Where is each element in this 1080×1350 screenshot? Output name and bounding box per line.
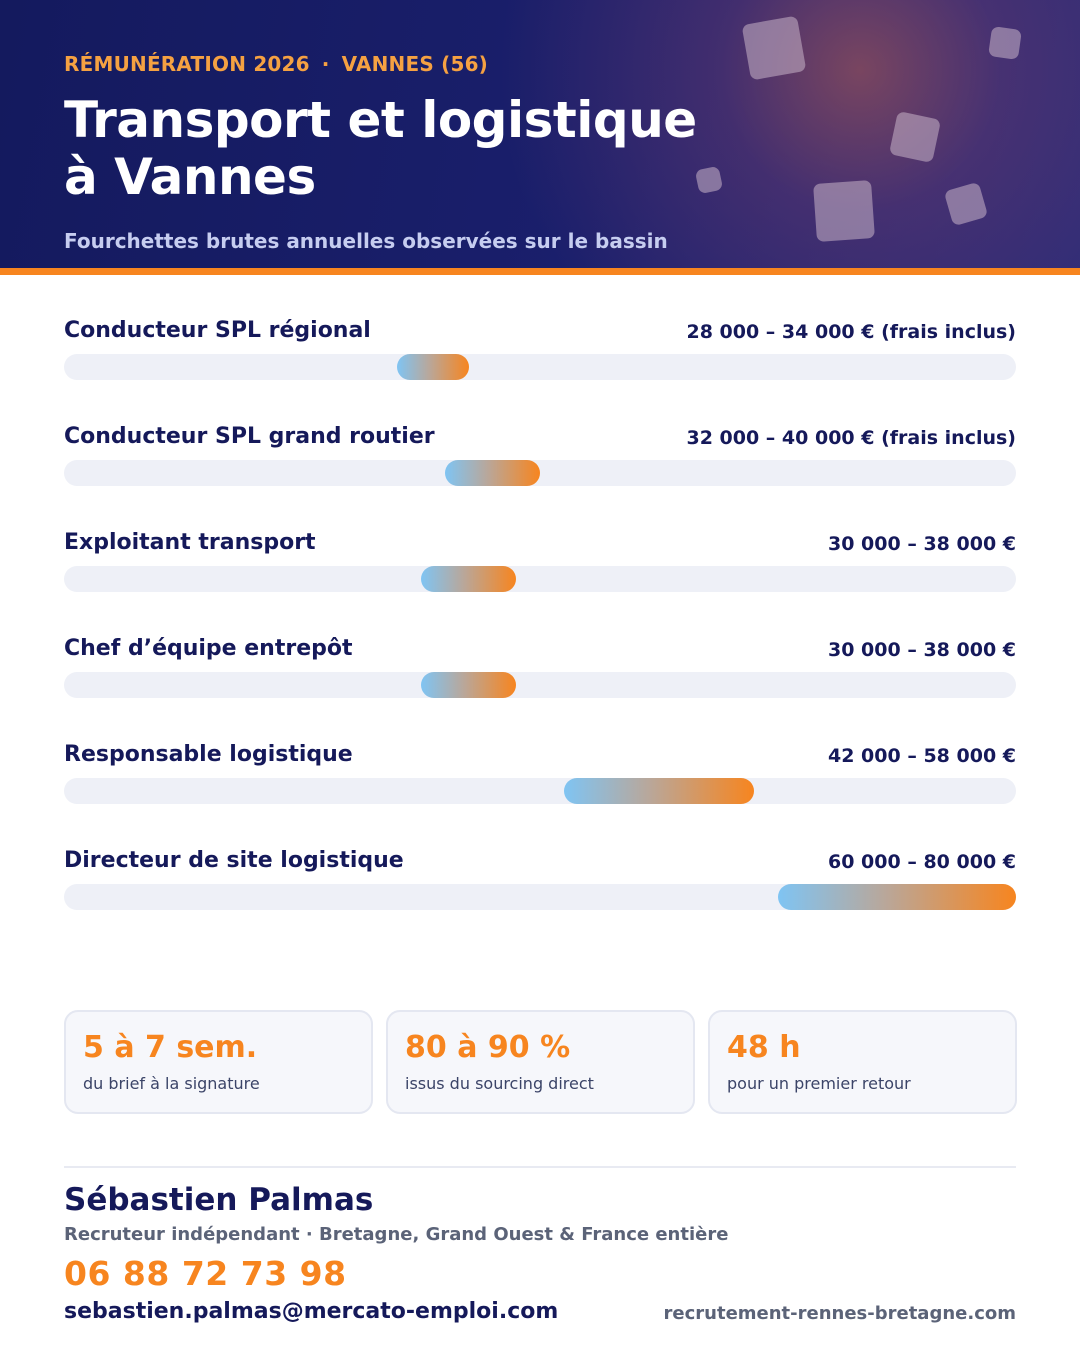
salary-row: Exploitant transport 30 000 – 38 000 € [64, 526, 1016, 632]
stat-card: 80 à 90 % issus du sourcing direct [386, 1010, 695, 1114]
salary-range-track [64, 460, 1016, 486]
salary-range-bar [421, 672, 517, 698]
salary-row-range: 42 000 – 58 000 € [828, 745, 1016, 767]
contact-role: Recruteur indépendant · Bretagne, Grand … [64, 1224, 729, 1245]
stat-card: 5 à 7 sem. du brief à la signature [64, 1010, 373, 1114]
stat-card: 48 h pour un premier retour [708, 1010, 1017, 1114]
salary-row-range: 28 000 – 34 000 € (frais inclus) [686, 321, 1016, 343]
salary-row: Chef d’équipe entrepôt 30 000 – 38 000 € [64, 632, 1016, 738]
salary-range-bar [397, 354, 469, 380]
stat-caption: du brief à la signature [83, 1074, 260, 1093]
salary-range-track [64, 778, 1016, 804]
page-title-line2: à Vannes [64, 148, 316, 206]
decorative-square [943, 181, 989, 227]
salary-row-label: Exploitant transport [64, 530, 316, 555]
salary-row-label: Chef d’équipe entrepôt [64, 636, 353, 661]
stat-caption: pour un premier retour [727, 1074, 911, 1093]
salary-row-range: 32 000 – 40 000 € (frais inclus) [686, 427, 1016, 449]
salary-range-bar [421, 566, 517, 592]
salary-range-track [64, 566, 1016, 592]
eyebrow-topic: RÉMUNÉRATION 2026 [64, 52, 310, 76]
contact-email[interactable]: sebastien.palmas@mercato-emploi.com [64, 1299, 559, 1324]
salary-range-track [64, 672, 1016, 698]
salary-row: Responsable logistique 42 000 – 58 000 € [64, 738, 1016, 844]
stat-caption: issus du sourcing direct [405, 1074, 594, 1093]
page-subtitle: Fourchettes brutes annuelles observées s… [64, 229, 668, 253]
footer-divider [64, 1166, 1016, 1168]
salary-range-bar [563, 778, 755, 804]
header-accent-stripe [0, 268, 1080, 275]
decorative-square [888, 110, 942, 164]
decorative-square [988, 26, 1022, 60]
salary-row: Conducteur SPL grand routier 32 000 – 40 … [64, 420, 1016, 526]
salary-row-range: 30 000 – 38 000 € [828, 639, 1016, 661]
stats-row: 5 à 7 sem. du brief à la signature 80 à … [64, 1010, 1017, 1114]
eyebrow-location: VANNES (56) [341, 52, 489, 76]
salary-row: Directeur de site logistique 60 000 – 80 … [64, 844, 1016, 950]
page-title: Transport et logistique à Vannes [64, 92, 764, 206]
decorative-square [741, 15, 807, 81]
stat-value: 80 à 90 % [405, 1030, 571, 1065]
contact-phone[interactable]: 06 88 72 73 98 [64, 1254, 347, 1293]
salary-range-track [64, 884, 1016, 910]
salary-range-bar [444, 460, 540, 486]
salary-row-range: 30 000 – 38 000 € [828, 533, 1016, 555]
salary-row-label: Responsable logistique [64, 742, 353, 767]
salary-row-label: Conducteur SPL régional [64, 318, 371, 343]
page-title-line1: Transport et logistique [64, 91, 697, 149]
contact-website[interactable]: recrutement-rennes-bretagne.com [663, 1303, 1016, 1324]
salary-row: Conducteur SPL régional 28 000 – 34 000 €… [64, 314, 1016, 420]
salary-row-label: Directeur de site logistique [64, 848, 404, 873]
header-banner: RÉMUNÉRATION 2026 · VANNES (56) Transport … [0, 0, 1080, 268]
salary-range-chart: Conducteur SPL régional 28 000 – 34 000 €… [64, 314, 1016, 950]
salary-row-label: Conducteur SPL grand routier [64, 424, 435, 449]
salary-row-range: 60 000 – 80 000 € [828, 851, 1016, 873]
decorative-square [813, 180, 875, 242]
contact-name: Sébastien Palmas [64, 1182, 374, 1218]
salary-range-bar [778, 884, 1016, 910]
eyebrow: RÉMUNÉRATION 2026 · VANNES (56) [64, 52, 488, 76]
stat-value: 48 h [727, 1030, 801, 1065]
eyebrow-separator: · [321, 52, 330, 76]
salary-range-track [64, 354, 1016, 380]
stat-value: 5 à 7 sem. [83, 1030, 258, 1065]
